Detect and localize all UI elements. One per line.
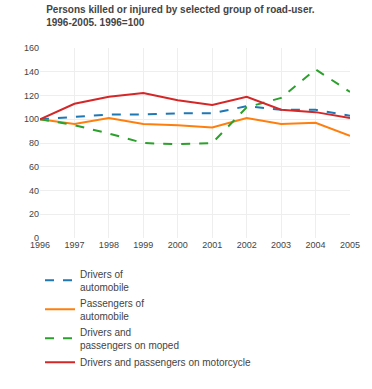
svg-text:2001: 2001 (202, 240, 222, 250)
svg-text:Persons killed or injured by s: Persons killed or injured by selected gr… (46, 4, 315, 28)
svg-text:1997: 1997 (64, 240, 84, 250)
svg-text:2000: 2000 (168, 240, 188, 250)
svg-text:Drivers ofautomobile: Drivers ofautomobile (80, 269, 129, 293)
svg-text:Drivers andpassengers on moped: Drivers andpassengers on moped (80, 327, 179, 351)
svg-text:1998: 1998 (99, 240, 119, 250)
svg-text:40: 40 (29, 186, 39, 196)
svg-text:80: 80 (29, 138, 39, 148)
svg-text:0: 0 (34, 233, 39, 243)
svg-text:60: 60 (29, 162, 39, 172)
svg-text:1996: 1996 (30, 240, 50, 250)
svg-text:Passengers ofautomobile: Passengers ofautomobile (80, 298, 144, 322)
svg-text:1999: 1999 (133, 240, 153, 250)
svg-text:2002: 2002 (237, 240, 257, 250)
svg-text:140: 140 (24, 67, 39, 77)
svg-text:2005: 2005 (340, 240, 360, 250)
svg-text:Drivers and passengers on moto: Drivers and passengers on motorcycle (80, 357, 251, 368)
svg-text:100: 100 (24, 114, 39, 124)
svg-text:2004: 2004 (306, 240, 326, 250)
svg-text:160: 160 (24, 43, 39, 53)
svg-text:120: 120 (24, 91, 39, 101)
svg-text:2003: 2003 (271, 240, 291, 250)
svg-text:20: 20 (29, 209, 39, 219)
